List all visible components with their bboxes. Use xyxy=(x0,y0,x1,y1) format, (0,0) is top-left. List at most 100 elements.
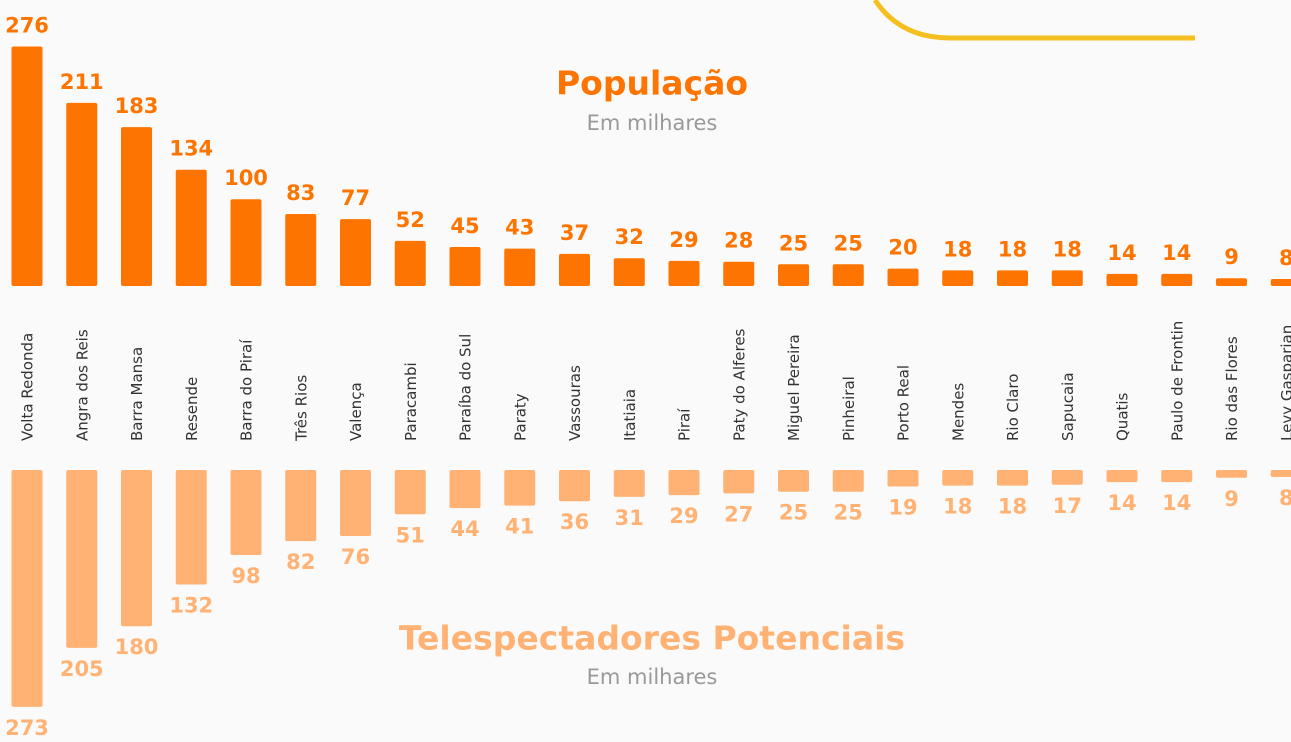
value-label: 8 xyxy=(1279,486,1291,510)
x-tick-label: Barra Mansa xyxy=(128,347,146,441)
bar xyxy=(175,169,207,286)
bar xyxy=(723,261,755,286)
value-label: 43 xyxy=(505,216,534,240)
bar xyxy=(723,470,755,494)
value-label: 180 xyxy=(115,635,159,659)
value-label: 51 xyxy=(396,523,425,547)
value-label: 9 xyxy=(1224,487,1239,511)
x-tick-label: Rio Claro xyxy=(1004,374,1022,441)
value-label: 14 xyxy=(1107,491,1136,515)
value-label: 83 xyxy=(286,181,315,205)
x-tick-label: Pinheiral xyxy=(840,376,858,441)
bar xyxy=(1161,273,1193,286)
value-label: 14 xyxy=(1162,491,1191,515)
value-label: 205 xyxy=(60,657,104,681)
value-label: 18 xyxy=(1053,237,1082,261)
value-label: 31 xyxy=(615,506,644,530)
bar xyxy=(175,470,207,585)
x-tick-label: Paulo de Frontin xyxy=(1168,321,1186,441)
x-tick-label: Mendes xyxy=(949,383,967,441)
value-label: 28 xyxy=(724,229,753,253)
bar xyxy=(613,470,645,497)
bar xyxy=(778,264,809,286)
bar xyxy=(832,470,864,492)
bar xyxy=(121,470,152,627)
bar xyxy=(1051,270,1083,286)
value-label: 9 xyxy=(1224,245,1239,269)
value-label: 52 xyxy=(396,208,425,232)
x-tick-label: Levy Gasparian xyxy=(1278,325,1291,441)
chart-subtitle: Em milhares xyxy=(587,665,718,689)
chart-title: População xyxy=(556,64,748,103)
bar xyxy=(121,127,152,286)
x-tick-label: Itatiaia xyxy=(621,389,639,441)
chart-subtitle: Em milhares xyxy=(587,111,718,135)
bar xyxy=(1216,278,1247,286)
value-label: 8 xyxy=(1279,246,1291,270)
value-label: 14 xyxy=(1107,241,1136,265)
bar xyxy=(997,470,1028,486)
x-tick-label: Rio das Flores xyxy=(1223,336,1241,441)
bar xyxy=(230,470,262,556)
bar xyxy=(1270,279,1291,286)
value-label: 134 xyxy=(169,137,213,161)
bar xyxy=(66,102,98,286)
bar xyxy=(285,470,317,542)
value-label: 76 xyxy=(341,545,370,569)
bar xyxy=(559,253,590,286)
value-label: 77 xyxy=(341,186,370,210)
value-label: 82 xyxy=(286,550,315,574)
bar xyxy=(778,470,809,492)
value-label: 19 xyxy=(888,495,917,519)
value-label: 276 xyxy=(5,13,49,37)
value-label: 41 xyxy=(505,515,534,539)
value-label: 37 xyxy=(560,221,589,245)
bar xyxy=(942,270,974,286)
bar xyxy=(449,470,481,509)
bar xyxy=(394,240,426,286)
x-tick-label: Piraí xyxy=(676,408,694,441)
bar xyxy=(504,470,536,506)
value-label: 20 xyxy=(888,236,917,260)
bar xyxy=(340,219,371,286)
bar xyxy=(230,199,262,286)
value-label: 100 xyxy=(224,166,268,190)
x-tick-label: Miguel Pereira xyxy=(785,334,803,441)
value-label: 18 xyxy=(943,495,972,519)
x-tick-label: Paty do Alferes xyxy=(730,328,748,441)
bar xyxy=(449,246,481,286)
value-label: 25 xyxy=(834,501,863,525)
bar xyxy=(613,258,645,286)
x-tick-label: Sapucaia xyxy=(1059,372,1077,441)
x-tick-label: Barra do Piraí xyxy=(238,339,256,441)
x-tick-label: Vassouras xyxy=(566,365,584,441)
value-label: 183 xyxy=(115,94,159,118)
x-tick-label: Paraty xyxy=(511,393,529,441)
value-label: 17 xyxy=(1053,494,1082,518)
value-label: 29 xyxy=(669,504,698,528)
bar xyxy=(832,264,864,286)
value-label: 273 xyxy=(5,716,49,740)
bar xyxy=(1161,470,1193,483)
value-label: 44 xyxy=(450,517,479,541)
value-label: 18 xyxy=(943,237,972,261)
bar xyxy=(11,46,43,286)
x-tick-label: Resende xyxy=(183,377,201,441)
bar xyxy=(887,470,919,487)
value-label: 18 xyxy=(998,495,1027,519)
chart-title: Telespectadores Potenciais xyxy=(399,619,905,658)
bar xyxy=(504,248,536,286)
bar xyxy=(1216,470,1247,478)
x-tick-label: Volta Redonda xyxy=(19,333,37,441)
x-tick-label: Angra dos Reis xyxy=(73,329,91,441)
bar xyxy=(1106,470,1138,483)
value-label: 25 xyxy=(834,231,863,255)
x-tick-label: Três Rios xyxy=(292,375,310,442)
value-label: 29 xyxy=(669,228,698,252)
bar xyxy=(1106,273,1138,286)
value-label: 25 xyxy=(779,501,808,525)
bar xyxy=(1270,470,1291,477)
bar xyxy=(1051,470,1083,485)
bar xyxy=(394,470,426,515)
